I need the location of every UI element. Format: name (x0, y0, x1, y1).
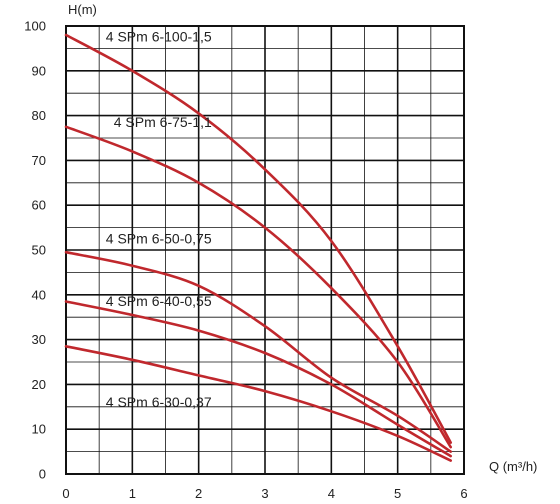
series-label-1: 4 SPm 6-100-1,5 (106, 29, 212, 45)
y-tick-label: 20 (32, 377, 46, 392)
x-tick-label: 6 (460, 486, 467, 501)
series-curve-1 (64, 33, 452, 444)
x-tick-label: 1 (129, 486, 136, 501)
y-tick-label: 40 (32, 287, 46, 302)
y-tick-label: 10 (32, 422, 46, 437)
x-tick-label: 4 (328, 486, 335, 501)
curves-layer (64, 33, 452, 462)
series-label-2: 4 SPm 6-75-1,1 (114, 114, 212, 130)
plot-frame (65, 25, 465, 475)
x-tick-label: 5 (394, 486, 401, 501)
y-tick-label: 90 (32, 63, 46, 78)
series-curve-5 (64, 345, 452, 462)
series-label-3: 4 SPm 6-50-0,75 (106, 230, 212, 246)
series-label-4: 4 SPm 6-40-0,55 (106, 293, 212, 309)
y-axis-label: H(m) (68, 2, 97, 17)
y-tick-label: 30 (32, 332, 46, 347)
x-tick-label: 3 (261, 486, 268, 501)
series-curve-3 (64, 250, 452, 453)
x-axis-label: Q (m³/h) (489, 459, 537, 474)
series-label-5: 4 SPm 6-30-0,37 (106, 394, 212, 410)
x-tick-label: 0 (62, 486, 69, 501)
x-tick-label: 2 (195, 486, 202, 501)
tick-labels-layer: 0 10 20 30 40 50 60 70 80 90 100 0 1 2 3 4 5 6 (24, 19, 467, 502)
y-tick-label: 50 (32, 243, 46, 258)
y-tick-label: 60 (32, 198, 46, 213)
series-labels-layer: 4 SPm 6-100-1,5 4 SPm 6-75-1,1 4 SPm 6-50-… (106, 29, 212, 410)
y-tick-label: 0 (39, 467, 46, 482)
series-curve-2 (64, 125, 452, 449)
series-curve-4 (64, 300, 452, 458)
y-tick-label: 80 (32, 108, 46, 123)
y-tick-label: 70 (32, 153, 46, 168)
y-tick-label: 100 (24, 19, 46, 34)
